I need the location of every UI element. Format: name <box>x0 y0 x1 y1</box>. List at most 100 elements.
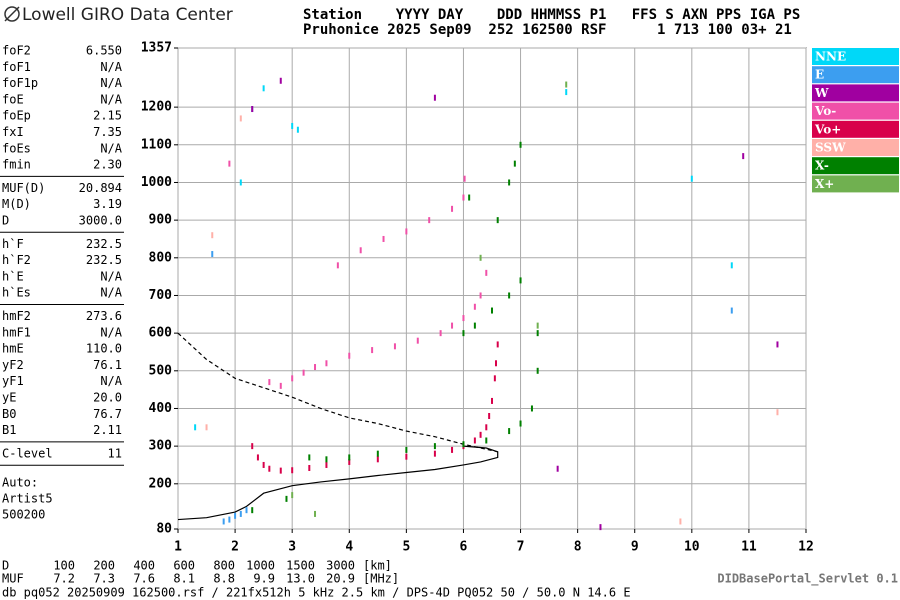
param-name: MUF(D) <box>2 181 45 195</box>
echo-point <box>485 424 488 431</box>
param-value: N/A <box>100 60 122 74</box>
param-name: yF1 <box>2 374 24 388</box>
param-name: yE <box>2 391 16 405</box>
legend-swatch <box>812 66 899 84</box>
echo-point <box>565 89 568 96</box>
echo-point <box>730 262 733 269</box>
echo-point <box>433 94 436 101</box>
param-name: h`E <box>2 269 24 283</box>
echo-point <box>262 85 265 92</box>
x-tick-label: 3 <box>288 540 296 555</box>
param-value: 232.5 <box>86 253 122 267</box>
plot-area <box>177 47 807 531</box>
echo-point <box>376 450 379 457</box>
param-value: 11 <box>108 446 122 460</box>
legend-swatch <box>812 48 899 65</box>
param-value: N/A <box>100 325 122 339</box>
y-tick-label: 1000 <box>141 175 172 190</box>
echo-point <box>536 330 539 337</box>
echo-point <box>382 235 385 242</box>
x-tick-label: 2 <box>231 540 239 555</box>
param-name: fxI <box>2 125 24 139</box>
echo-point <box>494 360 497 367</box>
echo-point <box>473 437 476 444</box>
echo-point <box>348 454 351 461</box>
param-value: N/A <box>100 92 122 106</box>
footer-value: 1500 <box>286 559 315 573</box>
legend-label: SSW <box>815 141 846 155</box>
plot-frame <box>177 47 807 530</box>
footer-value: 20.9 <box>326 572 355 586</box>
legend-swatch <box>812 84 899 102</box>
header-line: Station YYYY DAY DDD HHMMSS P1 FFS S AXN… <box>303 7 800 23</box>
echo-point <box>279 77 282 84</box>
echo-point <box>251 507 254 514</box>
logo-icon <box>4 6 20 22</box>
echo-point <box>348 352 351 359</box>
footer-value: 8.8 <box>213 572 235 586</box>
param-name: foEs <box>2 141 31 155</box>
profile-line <box>177 445 499 521</box>
echo-point <box>491 397 493 404</box>
param-name: hmE <box>2 342 24 356</box>
legend-label: X- <box>815 159 829 173</box>
echo-point <box>211 232 214 239</box>
echo-point <box>776 409 779 416</box>
echo-point <box>279 467 282 474</box>
y-tick-label: 500 <box>149 363 173 378</box>
legend-swatch <box>812 139 899 156</box>
y-tick-label: 80 <box>156 522 172 537</box>
echo-point <box>485 437 488 444</box>
echo-point <box>462 194 465 201</box>
legend-label: Vo+ <box>814 122 841 136</box>
echo-point <box>371 347 374 354</box>
footer-value: 800 <box>213 559 235 573</box>
echo-point <box>679 518 682 525</box>
legend-swatch <box>812 175 899 193</box>
echo-point <box>251 443 254 450</box>
y-tick-label: 700 <box>149 288 173 303</box>
autoscaling-text: Auto: <box>2 476 38 490</box>
echo-point <box>485 269 488 276</box>
echo-point <box>405 446 408 453</box>
x-tick-label: 7 <box>517 540 525 555</box>
echo-point <box>565 81 568 88</box>
echo-point <box>291 375 294 382</box>
echo-point <box>285 495 288 502</box>
echo-point <box>439 330 442 337</box>
echo-point <box>462 441 465 448</box>
echo-point <box>302 369 305 376</box>
x-tick-label: 12 <box>798 540 814 555</box>
footer-unit: [MHz] <box>363 572 399 586</box>
echo-point <box>508 428 511 435</box>
footer-value: 3000 <box>326 559 355 573</box>
echo-point <box>314 510 317 517</box>
y-tick-label: 1100 <box>141 137 172 152</box>
x-tick-label: 5 <box>402 540 410 555</box>
param-value: 110.0 <box>86 342 122 356</box>
echo-point <box>730 307 733 314</box>
echo-point <box>239 115 242 122</box>
echo-point <box>325 461 328 468</box>
y-tick-label: 300 <box>149 439 173 454</box>
echo-point <box>359 247 362 254</box>
param-name: fmin <box>2 158 31 172</box>
echo-point <box>451 446 454 453</box>
echo-point <box>776 341 779 348</box>
x-tick-label: 4 <box>345 540 353 555</box>
header-line: Pruhonice 2025 Sep09 252 162500 RSF 1 71… <box>303 22 792 38</box>
profile-line <box>177 332 498 453</box>
echo-point <box>451 322 454 329</box>
param-name: foE <box>2 92 24 106</box>
x-tick-label: 9 <box>631 540 639 555</box>
footer-value: 7.3 <box>93 572 115 586</box>
param-name: B0 <box>2 407 16 421</box>
y-tick-label: 400 <box>149 401 173 416</box>
echo-point <box>251 106 254 113</box>
param-name: D <box>2 214 9 228</box>
echo-point <box>428 217 431 224</box>
param-name: foF1p <box>2 76 38 90</box>
param-value: 273.6 <box>86 309 122 323</box>
echo-point <box>268 465 271 472</box>
